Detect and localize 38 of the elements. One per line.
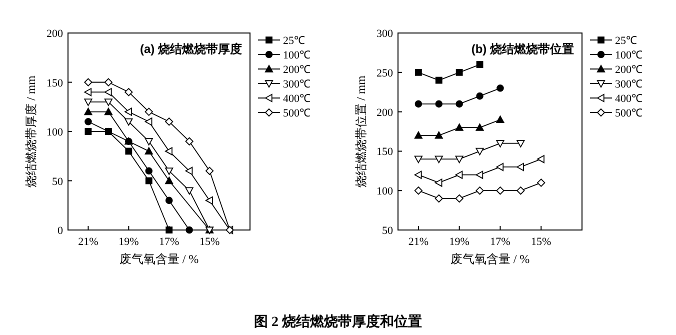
legend-label: 500℃ xyxy=(615,108,642,120)
x-tick-label: 19% xyxy=(118,236,139,248)
legend-label: 400℃ xyxy=(615,93,642,105)
x-tick-label: 21% xyxy=(408,236,429,248)
y-tick-label: 150 xyxy=(46,77,64,90)
y-tick-label: 100 xyxy=(46,126,64,138)
text: (b) 烧结燃烧带位置 xyxy=(471,42,574,56)
caption: 图 2 烧结燃烧带厚度和位置 xyxy=(254,313,422,330)
x-tick-label: 21% xyxy=(78,236,98,248)
y-tick-label: 0 xyxy=(58,225,64,237)
y-axis-title: 烧结燃烧带厚度 / mm xyxy=(24,74,38,188)
x-axis-title: 废气氧含量 / % xyxy=(119,252,199,266)
text: (a) 烧结燃烧带厚度 xyxy=(140,42,242,56)
legend-label: 200℃ xyxy=(615,64,642,76)
x-tick-label: 17% xyxy=(490,236,510,248)
legend-label: 100℃ xyxy=(283,50,310,62)
legend-label: 300℃ xyxy=(615,78,642,90)
legend-label: 500℃ xyxy=(283,108,310,120)
y-tick-label: 50 xyxy=(52,176,64,188)
y-tick-label: 200 xyxy=(46,28,64,40)
x-tick-label: 15% xyxy=(531,236,552,248)
x-tick-label: 15% xyxy=(199,236,220,248)
y-tick-label: 50 xyxy=(382,225,394,237)
legend-label: 25℃ xyxy=(283,35,305,47)
y-axis-title: 烧结燃烧带位置 / mm xyxy=(354,74,368,188)
x-tick-label: 17% xyxy=(159,236,180,248)
legend-label: 300℃ xyxy=(283,78,310,90)
legend-label: 200℃ xyxy=(283,64,310,76)
legend-label: 25℃ xyxy=(615,35,637,47)
x-tick-label: 19% xyxy=(449,236,470,248)
y-tick-label: 100 xyxy=(376,186,394,198)
y-tick-label: 250 xyxy=(376,67,394,80)
y-tick-label: 300 xyxy=(376,28,394,40)
y-tick-label: 200 xyxy=(376,106,394,119)
x-axis-title: 废气氧含量 / % xyxy=(450,252,530,266)
y-tick-label: 150 xyxy=(376,146,394,158)
legend-label: 100℃ xyxy=(615,50,642,62)
legend-label: 400℃ xyxy=(283,93,310,105)
